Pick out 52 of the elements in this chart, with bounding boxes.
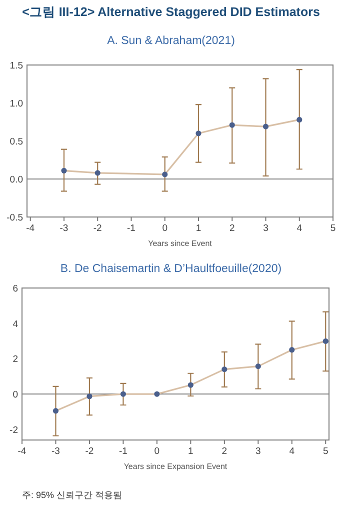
point [296,116,302,123]
x-tick-label: 3 [263,223,268,234]
point [61,168,67,174]
point [94,170,100,176]
x-tick-label: 4 [289,446,295,457]
y-tick-label: 2 [12,354,18,366]
point [52,408,59,414]
point [229,122,235,128]
x-tick-label: -3 [60,223,68,234]
x-axis-title: Years since Event [148,239,213,248]
x-tick-label: -2 [93,223,102,234]
x-tick-label: 2 [222,446,228,457]
chart-subtitle: A. Sun & Abraham(2021) [107,35,236,47]
point [222,366,228,372]
x-tick-label: 0 [162,223,168,234]
x-tick-label: 2 [229,223,235,234]
y-tick-label: 0 [12,390,18,401]
chart-title: <그림 III-12> Alternative Staggered DID Estimators [22,5,320,19]
point [196,130,202,136]
point [262,124,269,130]
x-tick-label: -4 [26,223,35,234]
x-tick-label: -1 [127,223,136,234]
x-tick-label: 4 [296,223,302,234]
y-tick-label: 6 [12,284,18,294]
x-tick-label: -4 [18,446,26,457]
x-tick-label: -1 [118,446,128,457]
text: 주: 95% 신뢰구간 적용됨 [22,490,122,500]
point [162,172,168,178]
x-tick-label: 1 [188,446,194,457]
x-tick-label: -2 [85,446,94,457]
y-tick-label: -2 [10,424,18,436]
y-tick-label: -0.5 [6,212,23,224]
point [322,338,328,344]
point [255,364,261,370]
x-tick-label: -3 [52,446,60,457]
y-tick-label: 0.5 [10,136,23,148]
x-tick-label: 3 [256,446,261,457]
y-tick-label: 1.5 [10,60,23,72]
y-tick-label: 1.0 [10,98,23,110]
chart-title: B. De Chaisemartin & D’Haultfoeuille(2020) [60,263,282,275]
point [86,394,92,400]
point [120,391,126,397]
x-tick-label: 0 [154,446,160,457]
x-axis-title: Years since Expansion Event [124,462,228,471]
x-tick-label: 1 [196,223,202,234]
y-tick-label: 0.0 [10,174,23,186]
point [289,347,295,353]
x-tick-label: 5 [330,223,336,234]
point [154,391,160,397]
point [188,382,194,388]
x-tick-label: 5 [322,446,328,457]
y-tick-label: 4 [12,318,18,330]
